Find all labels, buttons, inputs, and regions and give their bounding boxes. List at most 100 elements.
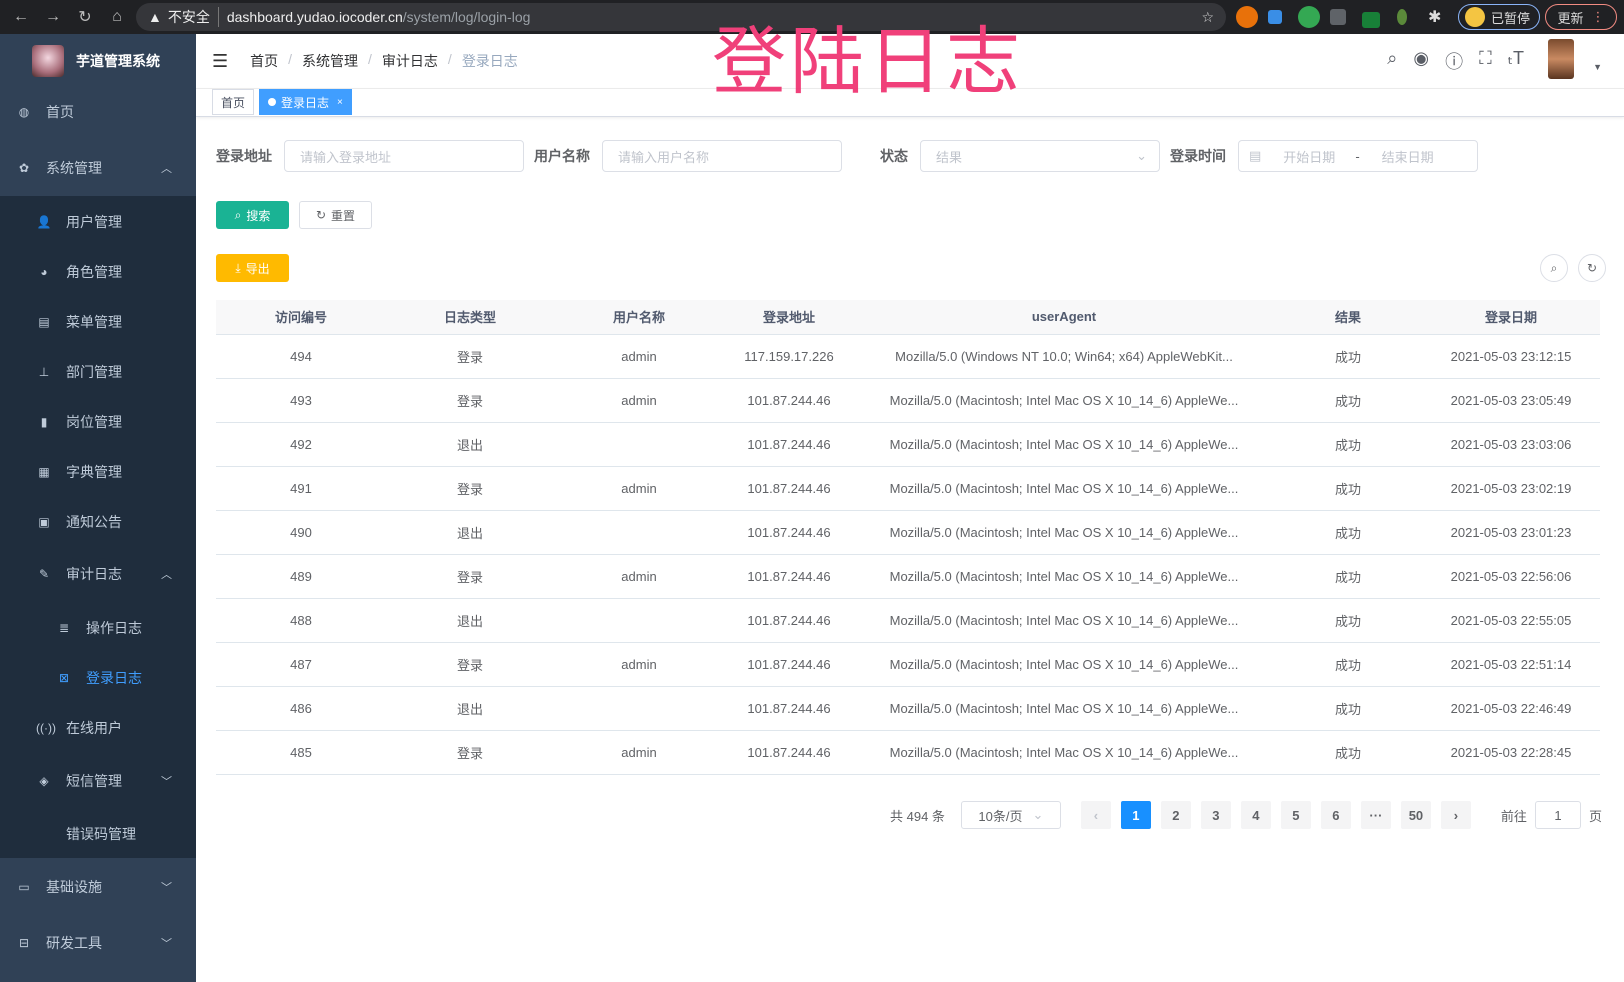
page-button[interactable]: ···: [1360, 801, 1391, 829]
tag-login-log[interactable]: 登录日志 ×: [259, 89, 352, 115]
start-date: 开始日期: [1283, 149, 1336, 165]
sidebar-item[interactable]: ▮ 岗位管理: [0, 408, 196, 436]
toggle-search-button[interactable]: ⌕: [1540, 254, 1568, 282]
sidebar-item[interactable]: 错误码管理: [0, 820, 196, 848]
caret-down-icon[interactable]: ▼: [1593, 62, 1602, 72]
sidebar-item[interactable]: ⊥ 部门管理: [0, 358, 196, 386]
dict-icon: ▦: [38, 465, 50, 479]
address-bar[interactable]: ▲ 不安全 dashboard.yudao.iocoder.cn/system/…: [136, 3, 1226, 31]
table-row[interactable]: 492 退出 101.87.244.46 Mozilla/5.0 (Macintosh…: [216, 422, 1600, 467]
table-row[interactable]: 487 登录 admin 101.87.244.46 Mozilla/5.0 (Maci…: [216, 642, 1600, 687]
sidebar-item[interactable]: 👤 用户管理: [0, 208, 196, 236]
hamburger-icon[interactable]: ☰: [212, 50, 229, 71]
sidebar-item[interactable]: ▤ 菜单管理: [0, 308, 196, 336]
page-button[interactable]: 3: [1200, 801, 1231, 829]
extension-icon[interactable]: [1298, 6, 1320, 28]
table-row[interactable]: 491 登录 admin 101.87.244.46 Mozilla/5.0 (Maci…: [216, 466, 1600, 511]
prev-page-button[interactable]: ‹: [1080, 801, 1111, 829]
table-cell: Mozilla/5.0 (Macintosh; Intel Mac OS X 1…: [854, 642, 1274, 687]
goto-page-input[interactable]: 1: [1534, 801, 1581, 829]
browser-toolbar: ← → ↻ ⌂ ▲ 不安全 dashboard.yudao.iocoder.cn…: [0, 0, 1624, 34]
next-page-button[interactable]: ›: [1440, 801, 1471, 829]
goto-suffix: 页: [1588, 808, 1602, 824]
app-logo[interactable]: 芋道管理系统: [0, 34, 196, 88]
table-row[interactable]: 485 登录 admin 101.87.244.46 Mozilla/5.0 (Maci…: [216, 730, 1600, 775]
fullscreen-icon[interactable]: ⛶: [1479, 48, 1492, 68]
total-count: 共 494 条: [890, 808, 945, 824]
extension-icon[interactable]: [1330, 9, 1346, 25]
submenu-background: [0, 196, 196, 858]
back-icon[interactable]: ←: [13, 8, 29, 25]
breadcrumb-item[interactable]: 系统管理: [302, 53, 359, 69]
extension-icon[interactable]: [1362, 12, 1380, 28]
page-size-select[interactable]: 10条/页 ⌄: [960, 801, 1061, 829]
extension-icon[interactable]: [1397, 9, 1407, 25]
sidebar-item[interactable]: ◕ 角色管理: [0, 258, 196, 286]
table-row[interactable]: 493 登录 admin 101.87.244.46 Mozilla/5.0 (Maci…: [216, 378, 1600, 423]
breadcrumb-item[interactable]: 首页: [250, 53, 279, 69]
home-icon[interactable]: ⌂: [112, 8, 122, 25]
table-row[interactable]: 490 退出 101.87.244.46 Mozilla/5.0 (Macintosh…: [216, 510, 1600, 555]
page-button[interactable]: 50: [1400, 801, 1431, 829]
search-button[interactable]: ⌕ 搜索: [216, 201, 289, 229]
navbar: ☰ 首页 / 系统管理 / 审计日志 / 登录日志 ⌕ ◉ ⓘ ⛶ ₜT ▼: [196, 34, 1624, 89]
table-cell: 2021-05-03 23:03:06: [1422, 422, 1600, 467]
github-icon[interactable]: ◉: [1413, 48, 1430, 68]
reload-icon[interactable]: ↻: [78, 9, 92, 26]
table-row[interactable]: 486 退出 101.87.244.46 Mozilla/5.0 (Macintosh…: [216, 686, 1600, 731]
tag-home[interactable]: 首页: [212, 89, 255, 115]
insecure-label: 不安全: [168, 7, 219, 27]
export-button[interactable]: ⤓ 导出: [216, 254, 289, 282]
sidebar-item[interactable]: ▭ 基础设施 ﹀: [0, 873, 196, 901]
bookmark-star-icon[interactable]: ☆: [1201, 8, 1214, 25]
table-cell: 489: [216, 554, 386, 599]
sidebar-item[interactable]: ((·)) 在线用户: [0, 714, 196, 742]
address-input[interactable]: 请输入登录地址: [284, 140, 524, 172]
placeholder: 结果: [936, 149, 963, 165]
extension-icon[interactable]: [1236, 6, 1258, 28]
close-icon[interactable]: ×: [337, 96, 343, 108]
page-button[interactable]: 2: [1160, 801, 1191, 829]
sidebar-item[interactable]: ⊠ 登录日志: [0, 664, 196, 692]
update-button[interactable]: 更新 ⋮: [1545, 4, 1617, 30]
table-row[interactable]: 489 登录 admin 101.87.244.46 Mozilla/5.0 (Maci…: [216, 554, 1600, 599]
page-button[interactable]: 1: [1120, 801, 1151, 829]
page-size-value: 10条/页: [978, 808, 1023, 824]
overlay-title: 登陆日志: [712, 19, 1024, 105]
table-cell: Mozilla/5.0 (Macintosh; Intel Mac OS X 1…: [854, 422, 1274, 467]
question-icon[interactable]: ⓘ: [1445, 52, 1464, 72]
profile-button[interactable]: 已暂停: [1458, 4, 1540, 30]
table-row[interactable]: 494 登录 admin 117.159.17.226 Mozilla/5.0 (Win…: [216, 334, 1600, 379]
username-input[interactable]: 请输入用户名称: [602, 140, 842, 172]
sidebar-item[interactable]: ≣ 操作日志: [0, 614, 196, 642]
extension-icon[interactable]: [1268, 10, 1282, 24]
refresh-button[interactable]: ↻: [1578, 254, 1606, 282]
table-cell: 2021-05-03 23:02:19: [1422, 466, 1600, 511]
table-row[interactable]: 488 退出 101.87.244.46 Mozilla/5.0 (Macintosh…: [216, 598, 1600, 643]
date-range-picker[interactable]: ▤ 开始日期 - 结束日期: [1238, 140, 1478, 172]
sidebar-item[interactable]: ✿ 系统管理 ︿: [0, 154, 196, 182]
font-size-icon[interactable]: ₜT: [1507, 48, 1524, 68]
sidebar-item[interactable]: ✎ 审计日志 ︿: [0, 560, 196, 588]
sidebar-item[interactable]: ◈ 短信管理 ﹀: [0, 767, 196, 795]
column-header: userAgent: [854, 300, 1274, 335]
breadcrumb-item[interactable]: 审计日志: [381, 53, 438, 69]
page-button[interactable]: 5: [1280, 801, 1311, 829]
sidebar-item-label: 角色管理: [66, 264, 122, 280]
table-cell: 2021-05-03 22:55:05: [1422, 598, 1600, 643]
search-icon[interactable]: ⌕: [1387, 48, 1398, 68]
sidebar-item[interactable]: ◍ 首页: [0, 98, 196, 126]
page-button[interactable]: 6: [1320, 801, 1351, 829]
sidebar-item-label: 基础设施: [46, 879, 102, 895]
page-button[interactable]: 4: [1240, 801, 1271, 829]
sidebar-item[interactable]: ▣ 通知公告: [0, 508, 196, 536]
sidebar-item[interactable]: ▦ 字典管理: [0, 458, 196, 486]
puzzle-icon[interactable]: ✱: [1428, 9, 1442, 26]
forward-icon[interactable]: →: [45, 8, 61, 25]
table-cell: 101.87.244.46: [724, 598, 854, 643]
status-select[interactable]: 结果 ⌄: [920, 140, 1160, 172]
chevron-up-icon: ︿: [161, 163, 172, 175]
sidebar-item[interactable]: ⊟ 研发工具 ﹀: [0, 929, 196, 957]
user-avatar[interactable]: [1548, 39, 1574, 79]
reset-button[interactable]: ↻ 重置: [299, 201, 372, 229]
